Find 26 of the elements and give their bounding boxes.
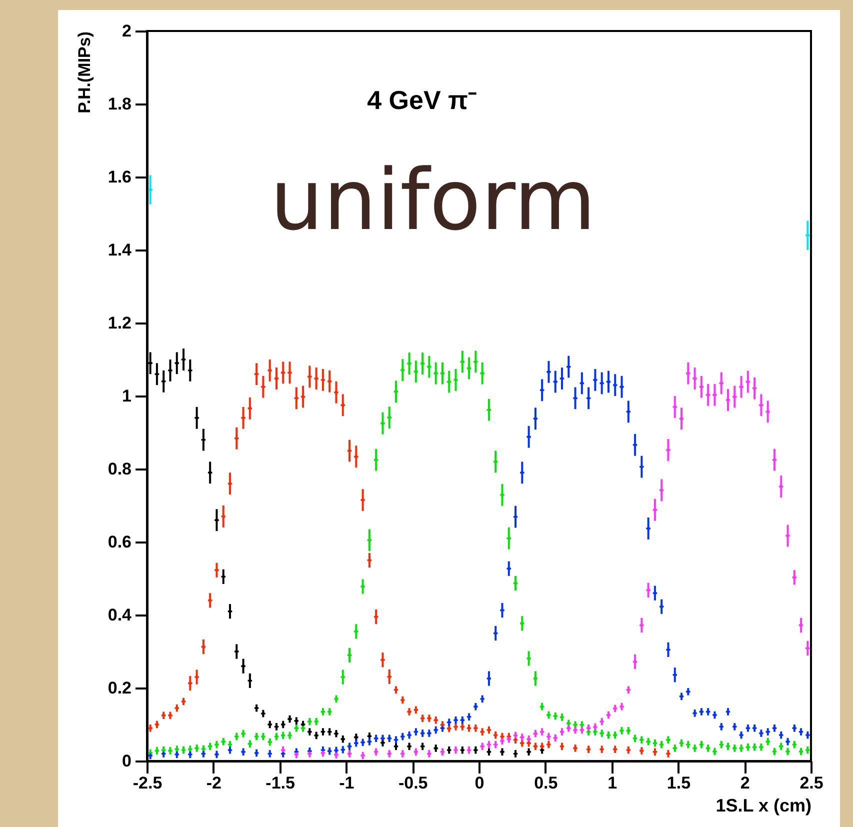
x-tick-label: 2 [740, 774, 750, 792]
y-tick-label: 0 [122, 752, 132, 770]
annotation: 4 GeV π⁻ [367, 85, 477, 115]
annotation: uniform [270, 151, 596, 249]
x-tick-label: -1 [339, 774, 354, 792]
y-tick-label: 1 [122, 386, 132, 406]
y-tick-label: 0.6 [108, 532, 132, 552]
x-tick-label: 1.5 [666, 774, 691, 792]
y-axis-title: P.H.(MIPs) [74, 32, 94, 114]
x-tick-label: 2.5 [800, 774, 824, 792]
x-tick-label: -2 [206, 774, 222, 792]
x-tick-label: -2.5 [132, 774, 162, 792]
y-tick-label: 1.4 [108, 240, 132, 260]
x-tick-label: 0 [474, 774, 484, 792]
x-tick-label: 1 [608, 774, 618, 792]
y-tick-label: 1.6 [108, 168, 132, 186]
y-tick-label: 0.4 [108, 606, 132, 624]
y-tick-label: 1.2 [108, 314, 132, 332]
y-tick-label: 1.8 [108, 94, 132, 114]
x-tick-label: -1.5 [266, 774, 295, 792]
x-axis-title: 1S.L x (cm) [716, 796, 812, 816]
y-tick-label: 0.2 [108, 678, 132, 698]
y-tick-label: 2 [122, 22, 132, 40]
y-tick-label: 0.8 [108, 460, 132, 478]
x-tick-label: -0.5 [398, 774, 428, 792]
x-tick-label: 0.5 [534, 774, 558, 792]
